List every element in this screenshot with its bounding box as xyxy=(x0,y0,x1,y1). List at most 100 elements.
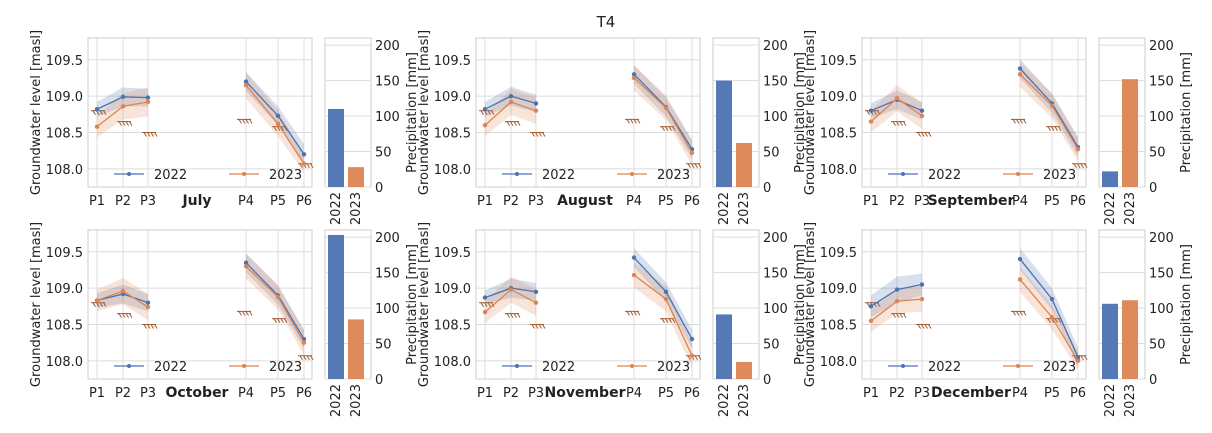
threshold-hatch xyxy=(249,119,253,124)
threshold-hatch xyxy=(928,324,932,329)
x-tick-label: P4 xyxy=(238,194,254,209)
threshold-hatch xyxy=(1016,311,1020,316)
x-tick-label: P5 xyxy=(1044,386,1060,401)
threshold-hatch xyxy=(1084,355,1088,361)
x-tick-label: P6 xyxy=(684,194,700,209)
threshold-hatch xyxy=(694,355,698,361)
y-tick-label: 109.0 xyxy=(820,90,857,105)
y-tick-label: 109.5 xyxy=(820,54,857,69)
threshold-hatch xyxy=(633,311,637,316)
threshold-hatch xyxy=(899,313,903,318)
precip-tick-label: 150 xyxy=(375,267,400,282)
precip-bar-2022 xyxy=(716,80,732,187)
threshold-hatch xyxy=(698,163,702,169)
threshold-marker xyxy=(142,323,158,329)
data-point-2022 xyxy=(1017,66,1023,71)
threshold-hatch xyxy=(1047,126,1051,131)
legend-label: 2023 xyxy=(1043,168,1076,183)
plot-frame xyxy=(861,229,1087,380)
threshold-hatch xyxy=(491,110,495,115)
threshold-hatch xyxy=(672,318,676,323)
data-point-2022 xyxy=(533,289,539,294)
threshold-hatch xyxy=(535,132,539,137)
data-point-2023 xyxy=(301,340,307,345)
x-tick-label: P4 xyxy=(626,194,642,209)
legend-marker xyxy=(1016,364,1020,368)
x-tick-label: P2 xyxy=(115,386,131,401)
threshold-hatch xyxy=(129,313,133,318)
data-point-2023 xyxy=(868,119,874,124)
threshold-hatch xyxy=(1084,163,1088,169)
precip-tick-label: 150 xyxy=(763,267,788,282)
x-tick-label: P3 xyxy=(914,194,930,209)
threshold-hatch xyxy=(542,132,546,137)
threshold-marker xyxy=(117,121,133,126)
data-point-2023 xyxy=(243,83,249,88)
plot-frame xyxy=(87,229,313,380)
threshold-hatch xyxy=(125,313,129,318)
precip-tick-label: 100 xyxy=(1149,110,1174,125)
threshold-hatch xyxy=(517,121,521,126)
threshold-marker xyxy=(1011,118,1027,124)
threshold-hatch xyxy=(273,126,277,131)
data-point-2023 xyxy=(919,113,925,118)
data-point-2022 xyxy=(482,107,488,112)
threshold-hatch xyxy=(280,126,284,131)
threshold-hatch xyxy=(303,355,307,361)
confidence-band-2023 xyxy=(634,65,692,166)
threshold-hatch xyxy=(1012,311,1016,316)
x-tick-label: P6 xyxy=(296,386,312,401)
data-point-2023 xyxy=(1049,315,1055,320)
threshold-hatch xyxy=(1077,163,1081,169)
y-tick-label: 108.0 xyxy=(434,355,471,370)
precip-category-label: 2023 xyxy=(1123,384,1138,417)
precip-bar-2022 xyxy=(328,234,344,379)
data-point-2022 xyxy=(243,79,249,84)
x-tick-label: P5 xyxy=(270,194,286,209)
threshold-hatch xyxy=(1054,318,1058,323)
threshold-hatch xyxy=(99,302,103,307)
y-tick-label: 109.5 xyxy=(434,54,471,69)
threshold-marker xyxy=(1046,318,1062,323)
y-axis-label: Groundwater level [masl] xyxy=(803,30,818,195)
x-tick-label: P4 xyxy=(626,386,642,401)
threshold-hatch xyxy=(480,110,484,115)
threshold-marker xyxy=(142,131,158,137)
threshold-marker xyxy=(891,313,907,318)
data-point-2022 xyxy=(631,72,637,77)
threshold-hatch xyxy=(1047,318,1051,323)
threshold-hatch xyxy=(249,311,253,316)
confidence-band-2023 xyxy=(871,286,922,332)
threshold-hatch xyxy=(280,318,284,323)
threshold-hatch xyxy=(513,121,517,126)
confidence-band-2023 xyxy=(871,85,922,133)
legend-marker xyxy=(630,364,634,368)
precip-bar-2023 xyxy=(736,361,752,379)
threshold-hatch xyxy=(1073,355,1077,361)
data-point-2023 xyxy=(868,318,874,324)
precip-tick-label: 100 xyxy=(763,110,788,125)
threshold-hatch xyxy=(1054,126,1058,131)
threshold-hatch xyxy=(118,313,122,318)
threshold-hatch xyxy=(672,126,676,131)
precip-tick-label: 150 xyxy=(1149,75,1174,90)
threshold-hatch xyxy=(538,132,542,137)
threshold-hatch xyxy=(921,324,925,329)
precip-tick-label: 200 xyxy=(763,231,788,246)
legend-label: 2023 xyxy=(657,168,690,183)
data-point-2023 xyxy=(533,108,539,113)
legend-label: 2023 xyxy=(657,360,690,375)
precip-category-label: 2022 xyxy=(717,384,732,417)
y-tick-label: 109.0 xyxy=(434,282,471,297)
threshold-hatch xyxy=(668,318,672,323)
threshold-hatch xyxy=(299,355,303,361)
y-tick-label: 108.0 xyxy=(434,163,471,178)
threshold-hatch xyxy=(299,163,303,169)
precip-axis-label: Precipitation [mm] xyxy=(793,52,808,173)
precip-axis-label: Precipitation [mm] xyxy=(1179,244,1194,365)
plot-frame xyxy=(861,37,1087,188)
precip-bar-2023 xyxy=(1122,79,1138,187)
threshold-hatch xyxy=(896,121,900,126)
precip-category-label: 2023 xyxy=(349,384,364,417)
threshold-hatch xyxy=(506,313,510,318)
